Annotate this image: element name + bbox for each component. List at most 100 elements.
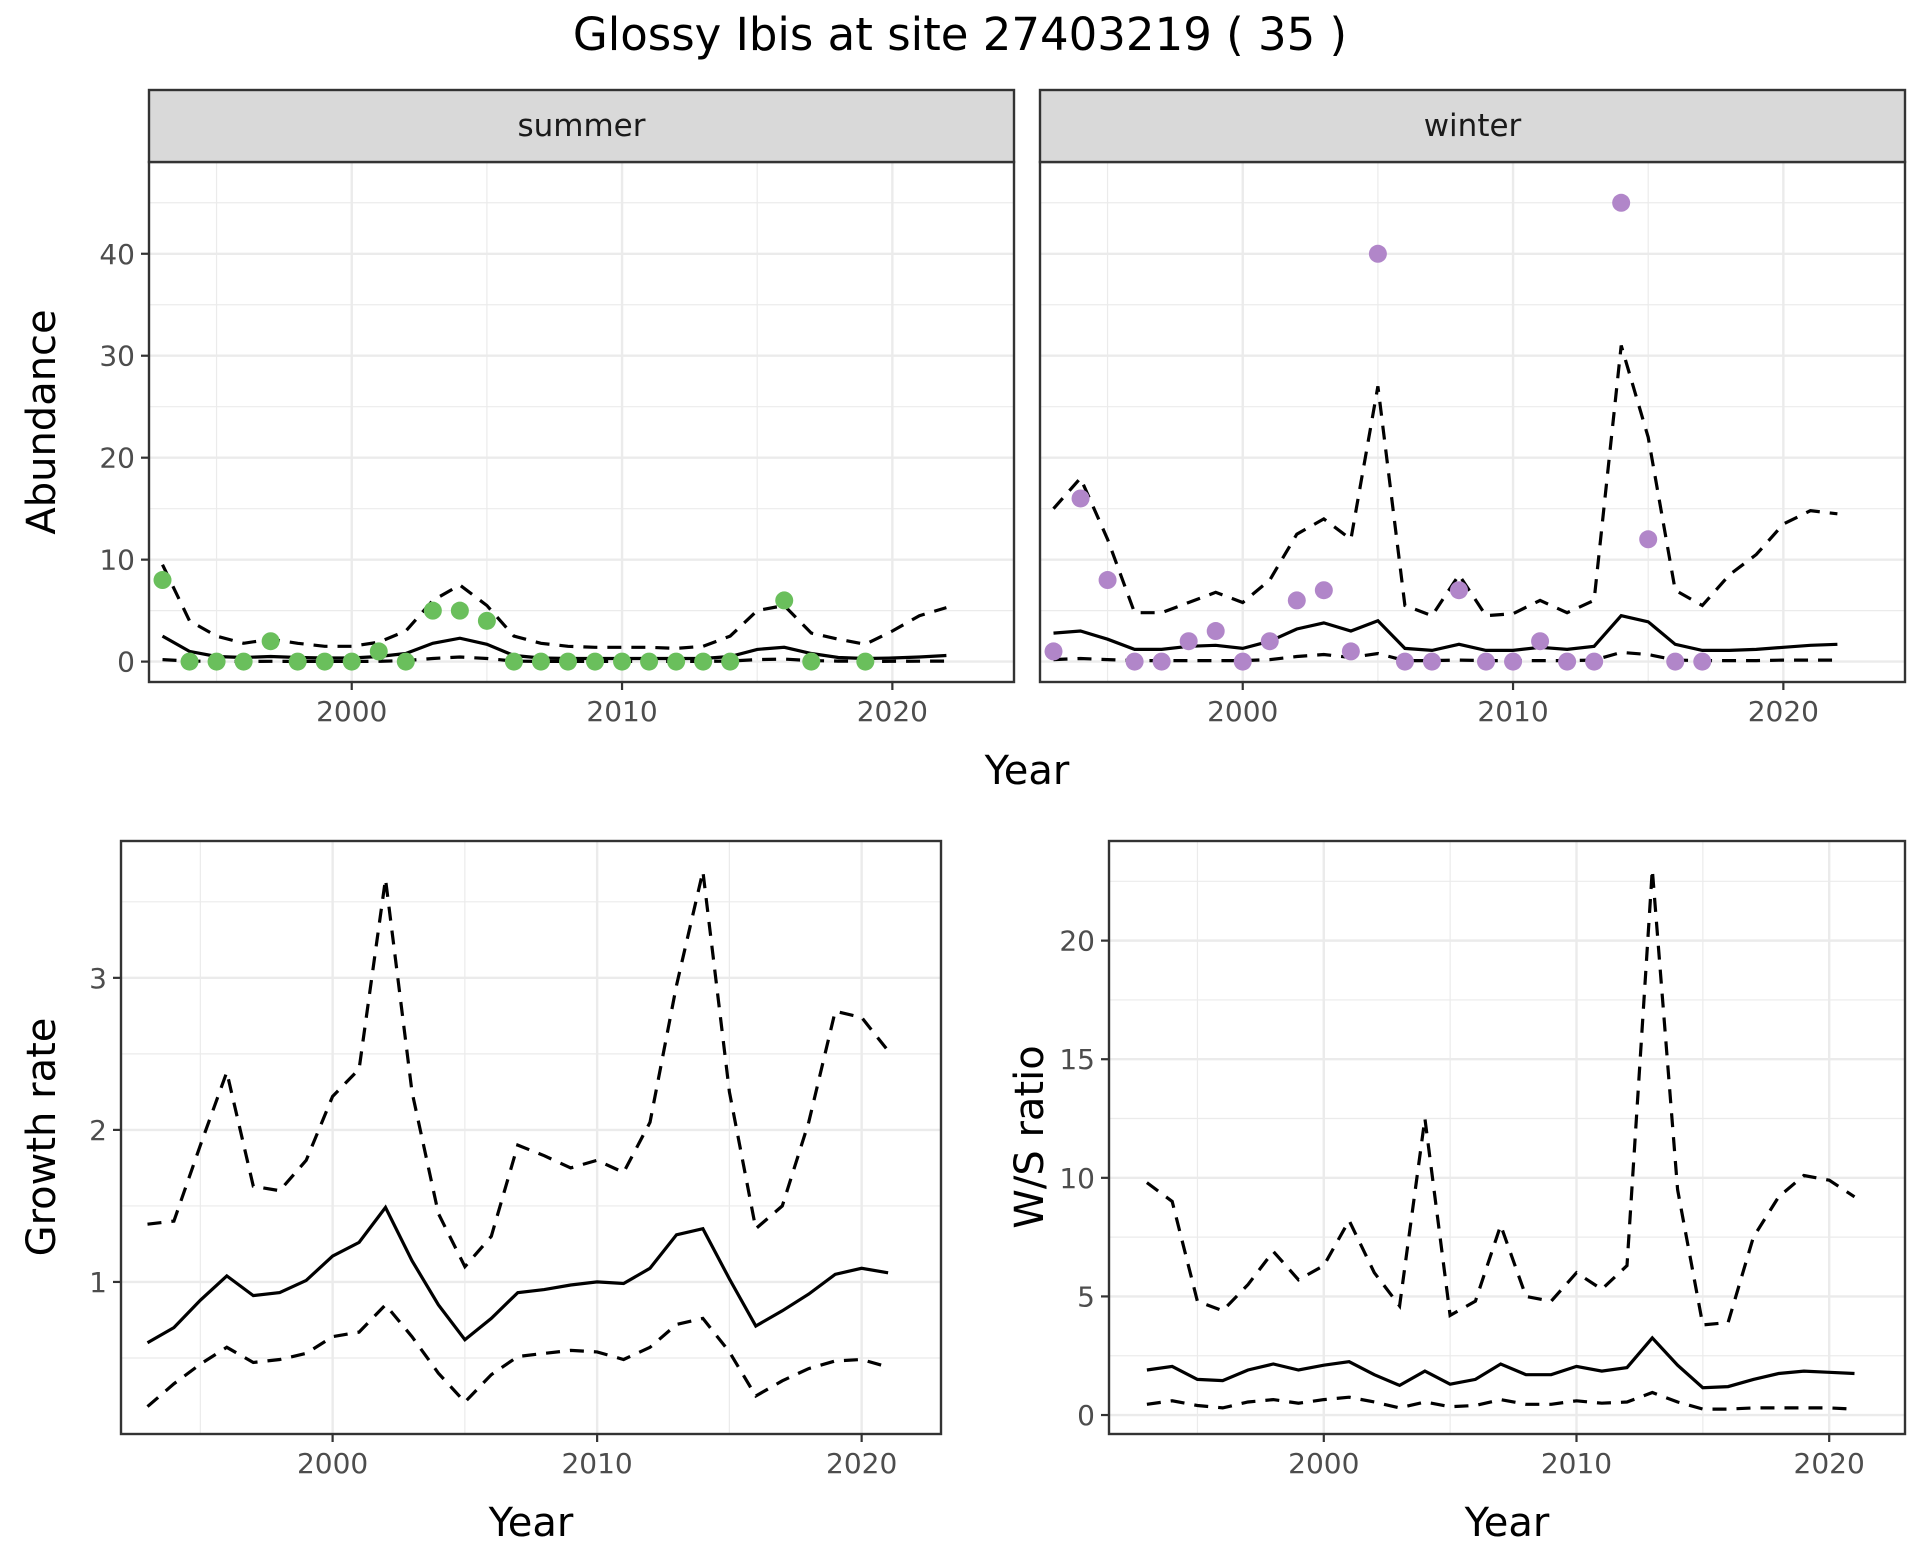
growth-x-tick-label: 2020 [826, 1447, 897, 1480]
observed-point-winter [1206, 622, 1225, 641]
observed-point-summer [613, 652, 632, 671]
ws_ratio-y-tick-label: 15 [1059, 1043, 1095, 1076]
growth-lines [146, 871, 890, 1408]
observed-point-winter [1422, 652, 1441, 671]
ws_ratio-x-tick-label: 2020 [1794, 1447, 1865, 1480]
mean-line [1053, 613, 1838, 653]
facet-strip-winter [1038, 88, 1907, 164]
observed-point-winter [1044, 642, 1063, 661]
observed-point-summer [369, 642, 388, 661]
mean-line [146, 1204, 889, 1345]
observed-point-summer [396, 652, 415, 671]
abundance-summer-y-tick-label: 0 [117, 646, 135, 679]
observed-point-winter [1585, 652, 1604, 671]
observed-point-winter [1314, 581, 1333, 600]
observed-point-summer [288, 652, 307, 671]
ws_ratio-panel: 2000 2010 2020 0 5 10 15 20 [1059, 839, 1907, 1480]
abundance-summer-y-tick-label: 40 [99, 238, 135, 271]
ws_ratio-lines [1145, 869, 1856, 1411]
facet-strip-summer [147, 88, 1016, 164]
growth-y-tick-label: 1 [89, 1266, 107, 1299]
ws_ratio-y-tick-label: 20 [1059, 925, 1095, 958]
growth-x-tick-label: 2000 [297, 1447, 368, 1480]
lower-ci-line [1053, 650, 1838, 663]
observed-point-summer [856, 652, 875, 671]
upper-ci-line [1145, 869, 1856, 1327]
mean-line [1146, 1335, 1855, 1390]
observed-point-summer [694, 652, 713, 671]
observed-point-summer [586, 652, 605, 671]
observed-point-winter [1558, 652, 1577, 671]
ws_ratio-x-tick-label: 2010 [1541, 1447, 1612, 1480]
upper-ci-line [147, 871, 890, 1270]
upper-ci-line [1052, 345, 1838, 618]
observed-point-summer [423, 601, 442, 620]
abundance-winter-x-tick-label: 2010 [1477, 695, 1548, 728]
abundance-winter-x-tick-label: 2000 [1207, 695, 1278, 728]
observed-point-winter [1504, 652, 1523, 671]
growth-y-tick-label: 2 [89, 1114, 107, 1147]
observed-point-summer [531, 652, 550, 671]
abundance-summer-x-tick-label: 2010 [586, 695, 657, 728]
observed-point-winter [1449, 581, 1468, 600]
abundance-panel-summer: 2000 2010 2020 0 10 20 30 40 summer [99, 88, 1016, 728]
observed-point-summer [775, 591, 794, 610]
facet-strip-label-winter: winter [1424, 108, 1522, 144]
growth-x-tick-label: 2010 [561, 1447, 632, 1480]
observed-point-summer [234, 652, 253, 671]
observed-point-winter [1098, 571, 1117, 590]
observed-point-winter [1287, 591, 1306, 610]
observed-point-winter [1260, 632, 1279, 651]
abundance-panel-winter: 2000 2010 2020 winter [1038, 88, 1907, 728]
observed-point-summer [153, 571, 172, 590]
ws_ratio-x-tick-label: 2000 [1288, 1447, 1359, 1480]
observed-point-winter [1341, 642, 1360, 661]
observed-point-winter [1125, 652, 1144, 671]
abundance-lines-summer [161, 564, 947, 664]
observed-point-summer [667, 652, 686, 671]
observed-point-winter [1233, 652, 1252, 671]
abundance-summer-y-tick-label: 30 [99, 340, 135, 373]
observed-point-summer [558, 652, 577, 671]
abundance-lines-winter [1052, 345, 1838, 663]
observed-point-summer [207, 652, 226, 671]
observed-point-summer [261, 632, 280, 651]
lower-ci-line [146, 1302, 889, 1408]
growth-panel-border [119, 839, 943, 1436]
abundance-summer-x-tick-label: 2020 [857, 695, 928, 728]
growth-panel: 2000 2010 2020 1 2 3 [89, 839, 943, 1480]
ws_ratio-panel-border [1107, 839, 1907, 1436]
abundance-summer-y-tick-label: 20 [99, 442, 135, 475]
observed-point-summer [721, 652, 740, 671]
facet-strip-label-summer: summer [517, 108, 645, 144]
observed-point-winter [1531, 632, 1550, 651]
observed-point-winter [1477, 652, 1496, 671]
ws_ratio-y-axis-title: W/S ratio [1007, 1045, 1053, 1228]
lower-ci-line [1146, 1390, 1855, 1411]
observed-point-winter [1368, 244, 1387, 263]
observed-point-summer [802, 652, 821, 671]
observed-point-summer [640, 652, 659, 671]
growth-x-axis-title: Year [488, 1500, 574, 1546]
abundance-y-axis-title: Abundance [19, 309, 65, 534]
mean-line [161, 634, 947, 661]
observed-point-winter [1639, 530, 1658, 549]
observed-point-winter [1666, 652, 1685, 671]
observed-point-winter [1395, 652, 1414, 671]
ws_ratio-y-tick-label: 5 [1077, 1280, 1095, 1313]
observed-point-summer [450, 601, 469, 620]
chart-title: Glossy Ibis at site 27403219 ( 35 ) [573, 8, 1347, 61]
observed-point-winter [1152, 652, 1171, 671]
panels: 2000 2010 2020 0 10 20 30 40 summer 2000 2010 2020 w… [19, 88, 1907, 1546]
observed-point-summer [477, 611, 496, 630]
ws_ratio-y-tick-label: 10 [1059, 1162, 1095, 1195]
ws_ratio-x-axis-title: Year [1464, 1500, 1550, 1546]
observed-point-summer [342, 652, 361, 671]
abundance-winter-x-tick-label: 2020 [1748, 695, 1819, 728]
observed-point-summer [180, 652, 199, 671]
growth-y-tick-label: 3 [89, 962, 107, 995]
growth-y-axis-title: Growth rate [19, 1018, 65, 1257]
abundance-x-axis-title: Year [984, 748, 1070, 794]
observed-point-winter [1071, 489, 1090, 508]
